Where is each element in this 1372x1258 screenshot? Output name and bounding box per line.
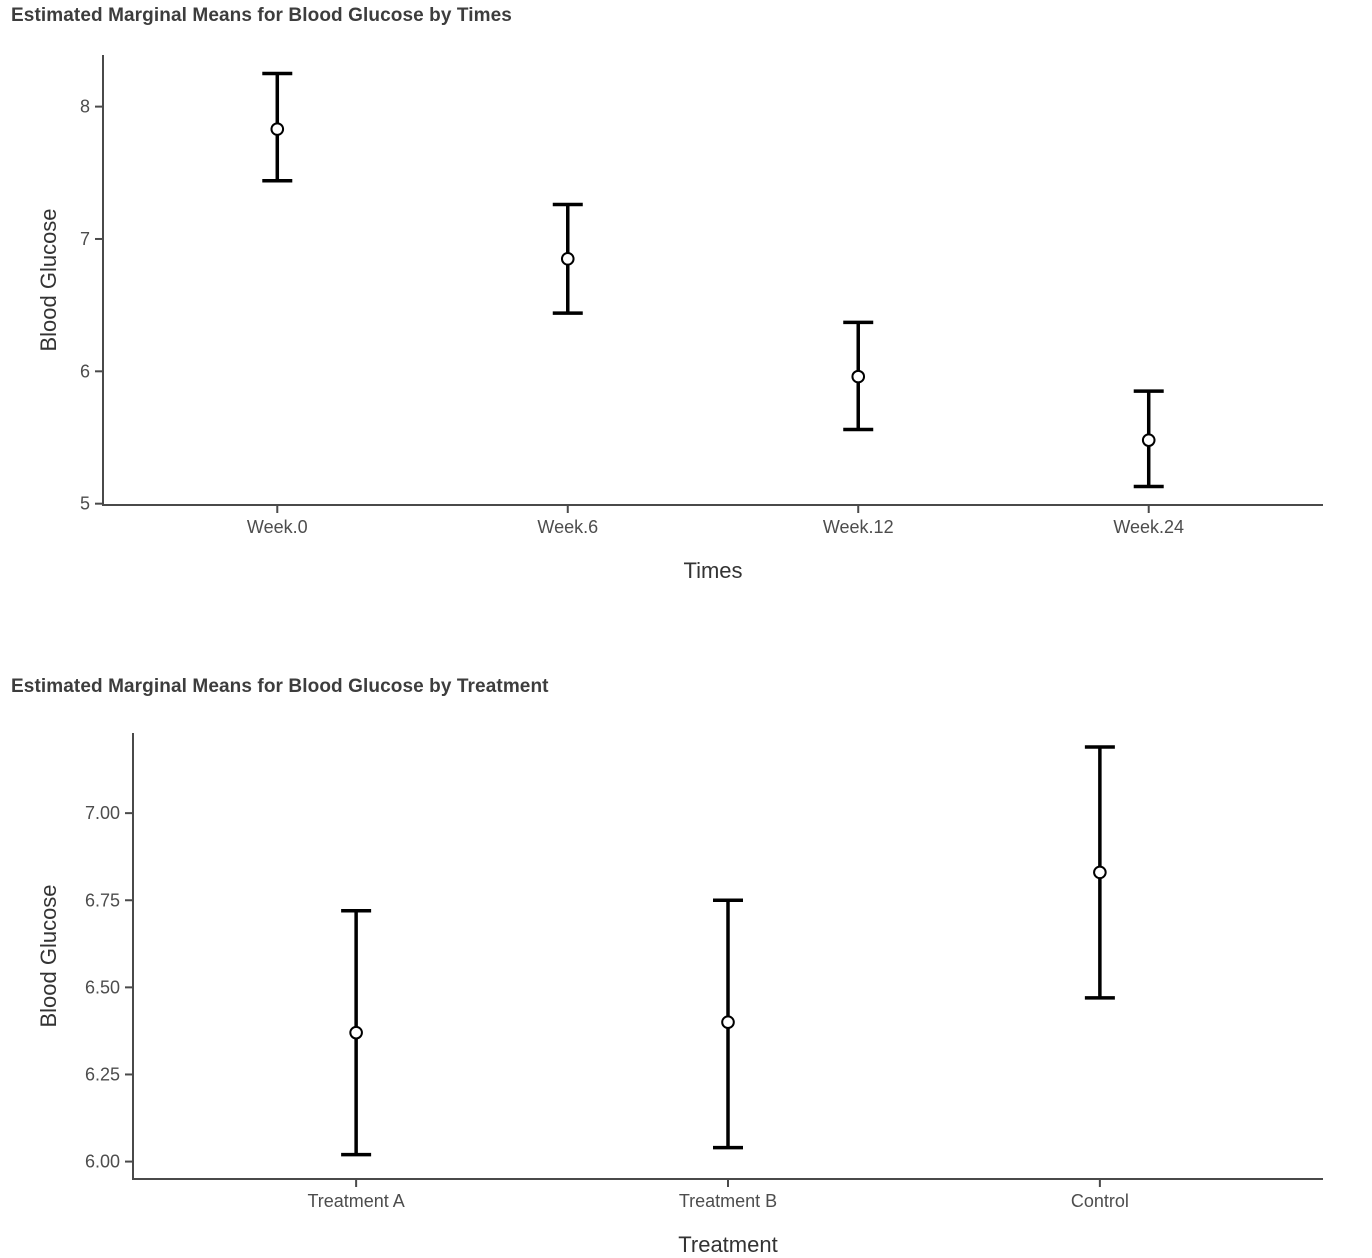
x-axis-category-label: Week.24 (1113, 517, 1184, 537)
mean-point (349, 1025, 363, 1040)
y-axis-tick-label: 6.75 (85, 890, 120, 910)
y-axis-title: Blood Glucose (36, 884, 61, 1027)
y-axis-tick-label: 6.25 (85, 1064, 120, 1084)
x-axis-title: Treatment (678, 1232, 777, 1257)
chart1-title: Estimated Marginal Means for Blood Gluco… (11, 5, 512, 26)
x-axis-category-label: Control (1071, 1191, 1129, 1211)
y-axis-title: Blood Glucose (36, 208, 61, 351)
error-bar-treatment-a (341, 908, 372, 1157)
mean-point (721, 1015, 735, 1030)
error-bar-week-24 (1133, 389, 1164, 489)
mean-point (851, 369, 866, 384)
error-bar-week-12 (843, 320, 874, 432)
mean-point (1141, 433, 1156, 447)
chart2-title: Estimated Marginal Means for Blood Gluco… (11, 676, 549, 697)
y-axis-tick-label: 5 (80, 494, 90, 514)
y-axis-tick-label: 8 (80, 97, 90, 117)
error-bar-week-0 (262, 71, 293, 183)
y-axis-tick-label: 6.50 (85, 977, 120, 997)
y-axis-tick-label: 7 (80, 229, 90, 249)
x-axis-category-label: Treatment B (679, 1191, 777, 1211)
y-axis-tick-label: 7.00 (85, 803, 120, 823)
mean-point (1093, 865, 1107, 880)
chart-panel-2: 6.00 6.25 6.50 6.75 7.00 Treatment A Treatment… (36, 733, 1323, 1257)
mean-point (560, 252, 575, 266)
y-axis-tick-label: 6 (80, 361, 90, 381)
mean-point (270, 122, 285, 136)
error-bar-control (1084, 745, 1115, 1000)
error-bar-treatment-b (713, 898, 743, 1150)
x-axis-category-label: Week.12 (823, 517, 894, 537)
x-axis-category-label: Week.0 (247, 517, 308, 537)
chart-panel-1: 5 6 7 8 Week.0 Week.6 Week.12 Week.24 Times Blood… (36, 55, 1323, 583)
x-axis-category-label: Week.6 (537, 517, 598, 537)
x-axis-category-label: Treatment A (307, 1191, 404, 1211)
y-axis-tick-label: 6.00 (85, 1152, 120, 1172)
error-bar-week-6 (552, 202, 583, 315)
x-axis-title: Times (683, 558, 742, 583)
